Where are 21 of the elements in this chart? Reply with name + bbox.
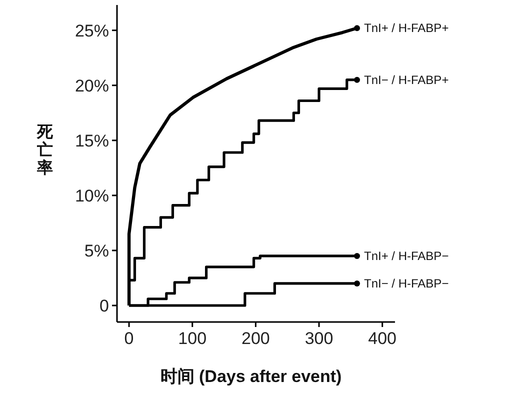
y-tick-label: 10%	[74, 186, 109, 206]
x-tick-label: 400	[368, 329, 397, 348]
y-tick-label: 5%	[84, 241, 109, 260]
y-tick-label: 0	[100, 296, 109, 316]
x-tick-label: 0	[124, 329, 134, 348]
point	[354, 25, 360, 32]
x-tick-label: 300	[304, 329, 334, 348]
y-axis-title: 死亡率	[36, 124, 54, 177]
annotation: TnI− / H-FABP−	[354, 276, 449, 290]
x-axis-title: 时间 (Days after event)	[160, 367, 342, 386]
annotation: TnI− / H-FABP+	[354, 72, 449, 87]
y-tick-label: 25%	[74, 21, 109, 40]
annotation: TnI+ / H-FABP+	[354, 21, 449, 36]
y-tick-label: 15%	[74, 131, 109, 150]
point	[354, 252, 360, 259]
point	[354, 280, 360, 286]
y-tick-label: 20%	[74, 76, 109, 96]
annotation: TnI+ / H-FABP−	[354, 248, 449, 263]
point	[354, 76, 360, 83]
x-tick-label: 100	[178, 329, 207, 348]
x-tick-label: 200	[241, 329, 270, 348]
